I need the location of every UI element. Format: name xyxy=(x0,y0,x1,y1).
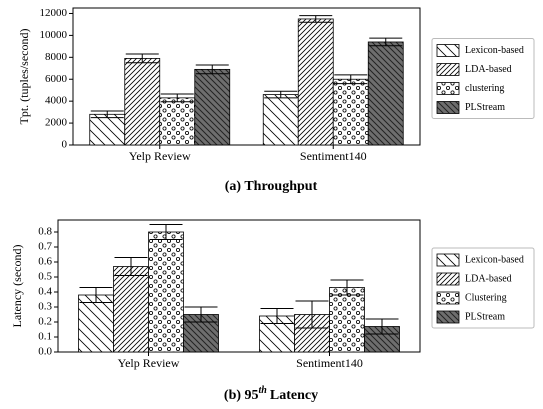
bar xyxy=(148,231,184,353)
bar xyxy=(262,94,299,146)
y-tick-label: 12000 xyxy=(40,7,68,19)
y-tick-label: 8000 xyxy=(45,51,68,63)
x-tick-label: Sentiment140 xyxy=(300,149,367,163)
legend-swatch xyxy=(436,82,460,95)
legend-label: Clustering xyxy=(465,292,507,303)
bar xyxy=(113,266,149,353)
bar xyxy=(89,113,126,146)
legend-label: LDA-based xyxy=(465,64,512,75)
y-tick-label: 0.1 xyxy=(38,331,52,343)
legend-swatch xyxy=(436,63,460,76)
legend-label: Lexicon-based xyxy=(465,254,524,265)
legend-label: clustering xyxy=(465,83,504,94)
caption-a: (a) Throughput xyxy=(225,179,318,194)
bar xyxy=(194,68,231,146)
legend-label: PLStream xyxy=(465,311,505,322)
legend-label: Lexicon-based xyxy=(465,45,524,56)
bar xyxy=(329,287,365,353)
caption-part: Latency xyxy=(270,388,318,403)
y-tick-label: 0.7 xyxy=(38,241,52,253)
y-tick-label: 6000 xyxy=(45,73,68,85)
y-tick-label: 4000 xyxy=(45,95,68,107)
y-tick-label: 0.6 xyxy=(38,256,52,268)
legend-label: LDA-based xyxy=(465,273,512,284)
caption-sup: th xyxy=(259,385,268,396)
x-tick-label: Sentiment140 xyxy=(296,356,363,370)
legend-box xyxy=(431,38,535,119)
legend-swatch xyxy=(436,44,460,57)
y-axis-label: Tpt. (tuples/second) xyxy=(17,29,31,125)
x-tick-label: Yelp Review xyxy=(118,356,180,370)
y-axis-label: Latency (second) xyxy=(10,245,24,328)
legend-swatch xyxy=(436,101,460,114)
x-tick-label: Yelp Review xyxy=(129,149,191,163)
legend-swatch xyxy=(436,272,460,286)
legend-box xyxy=(431,247,535,329)
legend-swatch xyxy=(436,253,460,267)
plot-frame xyxy=(72,7,421,146)
bar xyxy=(159,97,196,146)
y-tick-label: 0.2 xyxy=(38,316,52,328)
y-tick-label: 0.8 xyxy=(38,226,52,238)
y-tick-label: 0 xyxy=(62,139,68,151)
plot-frame xyxy=(57,219,421,353)
legend-swatch xyxy=(436,291,460,305)
y-tick-label: 10000 xyxy=(40,29,68,41)
y-tick-label: 0.4 xyxy=(38,286,52,298)
bar xyxy=(367,41,404,146)
bar xyxy=(332,78,369,146)
bar xyxy=(124,58,161,146)
legend-swatch xyxy=(436,310,460,324)
caption-b: (b) 95th Latency xyxy=(224,385,318,403)
bar xyxy=(78,294,114,353)
y-tick-label: 0.5 xyxy=(38,271,52,283)
bar xyxy=(297,18,334,146)
y-tick-label: 0.0 xyxy=(38,346,52,358)
legend-label: PLStream xyxy=(465,102,505,113)
y-tick-label: 2000 xyxy=(45,117,68,129)
caption-part: (b) 95 xyxy=(224,388,259,403)
y-tick-label: 0.3 xyxy=(38,301,52,313)
